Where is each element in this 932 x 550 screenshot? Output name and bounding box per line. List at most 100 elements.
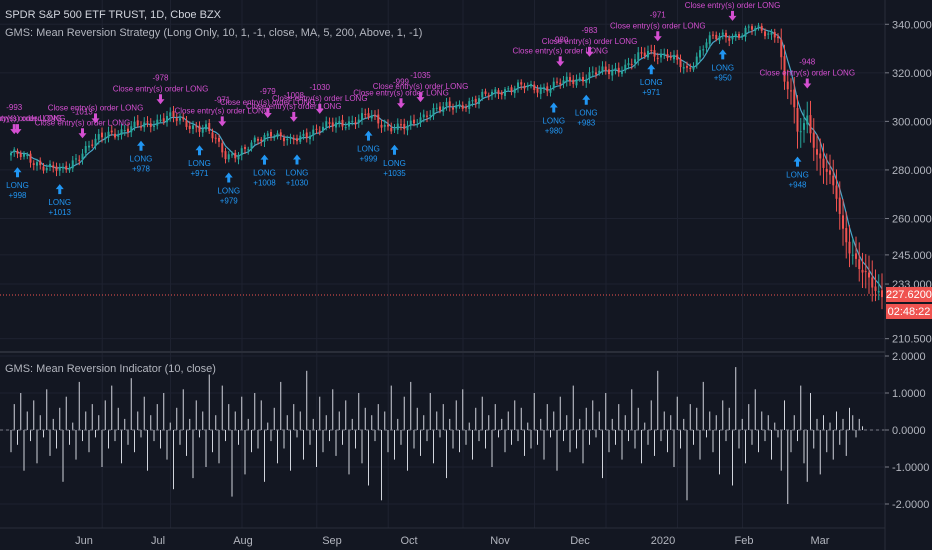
exit-signal[interactable]: Close entry(s) order LONG -971 [174,95,270,127]
candle-body [315,128,318,130]
indicator-bar [732,430,733,486]
exit-signal[interactable]: Close entry(s) order LONG -948 [759,58,855,89]
indicator-bar [654,430,655,456]
candle [299,131,302,145]
indicator-bar [384,411,386,430]
entry-signal[interactable]: LONG+979 [217,172,240,205]
candle-body [357,119,360,123]
candle [322,122,324,133]
candle-body [299,135,302,142]
candle-body [133,121,136,128]
indicator-bar [442,404,444,430]
indicator-bar [670,415,672,430]
exit-signal[interactable]: Close entry(s) order LONG -980 [512,35,608,67]
entry-signal[interactable]: LONG+971 [640,64,663,97]
entry-signal[interactable]: LONG+978 [130,140,153,174]
entry-signal[interactable]: LONG+980 [542,102,565,135]
entry-signal[interactable]: LONG+950 [711,49,734,82]
exit-signal[interactable]: Close entry(s) order LONG -1013 [35,107,131,139]
candle [318,126,321,136]
indicator-bar [725,430,727,442]
candle-body [705,42,708,48]
candle-body [617,67,620,73]
entry-signal[interactable]: LONG+999 [357,130,380,164]
indicator-bar [332,389,334,430]
candle-body [458,104,461,106]
entry-signal[interactable]: LONG+1035 [383,144,406,178]
candle [442,102,445,116]
candle [634,53,636,69]
indicator-bar [283,430,285,449]
indicator-bar [800,385,802,430]
indicator-bar [212,430,213,453]
candle [621,66,623,77]
candle [445,97,448,111]
entry-signal[interactable]: LONG+948 [786,156,809,190]
exit-signal[interactable]: Close entry(s) order LONG -978 [113,73,209,105]
candle [835,169,838,212]
indicator-axis[interactable]: 2.0000 1.0000 0.0000 -1.0000 -2.0000 [885,351,929,511]
candle-body [62,167,64,169]
indicator-bar [72,422,74,430]
candle [110,125,113,136]
candle [637,47,640,66]
indicator-bar [221,385,223,430]
exit-signal[interactable]: Close entry(s) order LONG -999 [353,77,449,109]
exit-signal[interactable]: Close entry(s) order LONG -983 [542,26,638,57]
candle [260,137,263,147]
entry-signal[interactable]: LONG+1030 [286,154,309,187]
candle [539,84,542,100]
exit-quantity: -993 [6,103,23,112]
entry-arrow-icon [137,140,145,151]
exit-signal[interactable]: Close entry(s) order LONG -1030 [272,83,368,114]
time-axis[interactable]: Jun Jul Aug Sep Oct Nov Dec 2020 Feb Mar [75,535,830,547]
candle [257,136,259,145]
entry-signal[interactable]: LONG+971 [188,145,211,178]
symbol-title[interactable]: SPDR S&P 500 ETF TRUST, 1D, Cboe BZX [5,9,222,21]
indicator-title[interactable]: GMS: Mean Reversion Indicator (10, close… [5,363,216,375]
entry-label: LONG [786,171,809,180]
indicator-bar [754,389,756,430]
candle [169,107,172,122]
exit-signal[interactable]: Close entry(s) order LONG [48,103,144,124]
exit-signal[interactable]: Close entry(s) order LONG -979 [220,87,316,119]
indicator-bar [693,430,694,445]
entry-quantity: +998 [8,191,27,200]
indicator-bar [244,430,246,475]
candle [725,29,727,43]
indicator-bar [127,430,129,445]
exit-signal[interactable]: Close entry(s) order LONG-950 [685,0,781,21]
indicator-bar [85,411,87,430]
candle-body [32,163,35,165]
exit-signal[interactable]: Close entry(s) order LONG -971 [610,10,706,42]
entry-signal[interactable]: LONG+998 [6,167,29,200]
candle [140,121,142,131]
indicator-bar [117,407,119,430]
candle-body [556,81,558,83]
entry-signal[interactable]: LONG+1013 [48,184,72,217]
candle-body [835,185,838,199]
candle-body [45,167,48,171]
candle [114,128,116,140]
candle [575,74,578,88]
candle-body [292,138,295,140]
candle-body [429,114,432,116]
strategy-title[interactable]: GMS: Mean Reversion Strategy (Long Only,… [5,27,422,39]
candle-body [497,90,500,94]
entry-signal[interactable]: LONG+1008 [253,154,276,188]
candle-body [595,72,597,75]
exit-signal[interactable]: Close entry(s) order LONG [0,114,65,135]
indicator-bar [537,430,538,445]
candle-body [276,133,279,137]
exit-signal[interactable]: Close entry(s) order LONG -1008 [246,91,342,122]
candle [357,114,360,128]
indicator-bar [202,411,204,430]
indicator-bar [150,415,152,430]
candle-body [461,105,464,109]
candle [809,100,812,143]
exit-signal[interactable]: Close entry(s) order LONG -1035 [373,71,469,103]
entry-signal[interactable]: LONG+983 [575,94,598,128]
indicator-bar [644,422,646,430]
exit-label: Close entry(s) order LONG [353,88,449,97]
candle-body [205,124,207,130]
